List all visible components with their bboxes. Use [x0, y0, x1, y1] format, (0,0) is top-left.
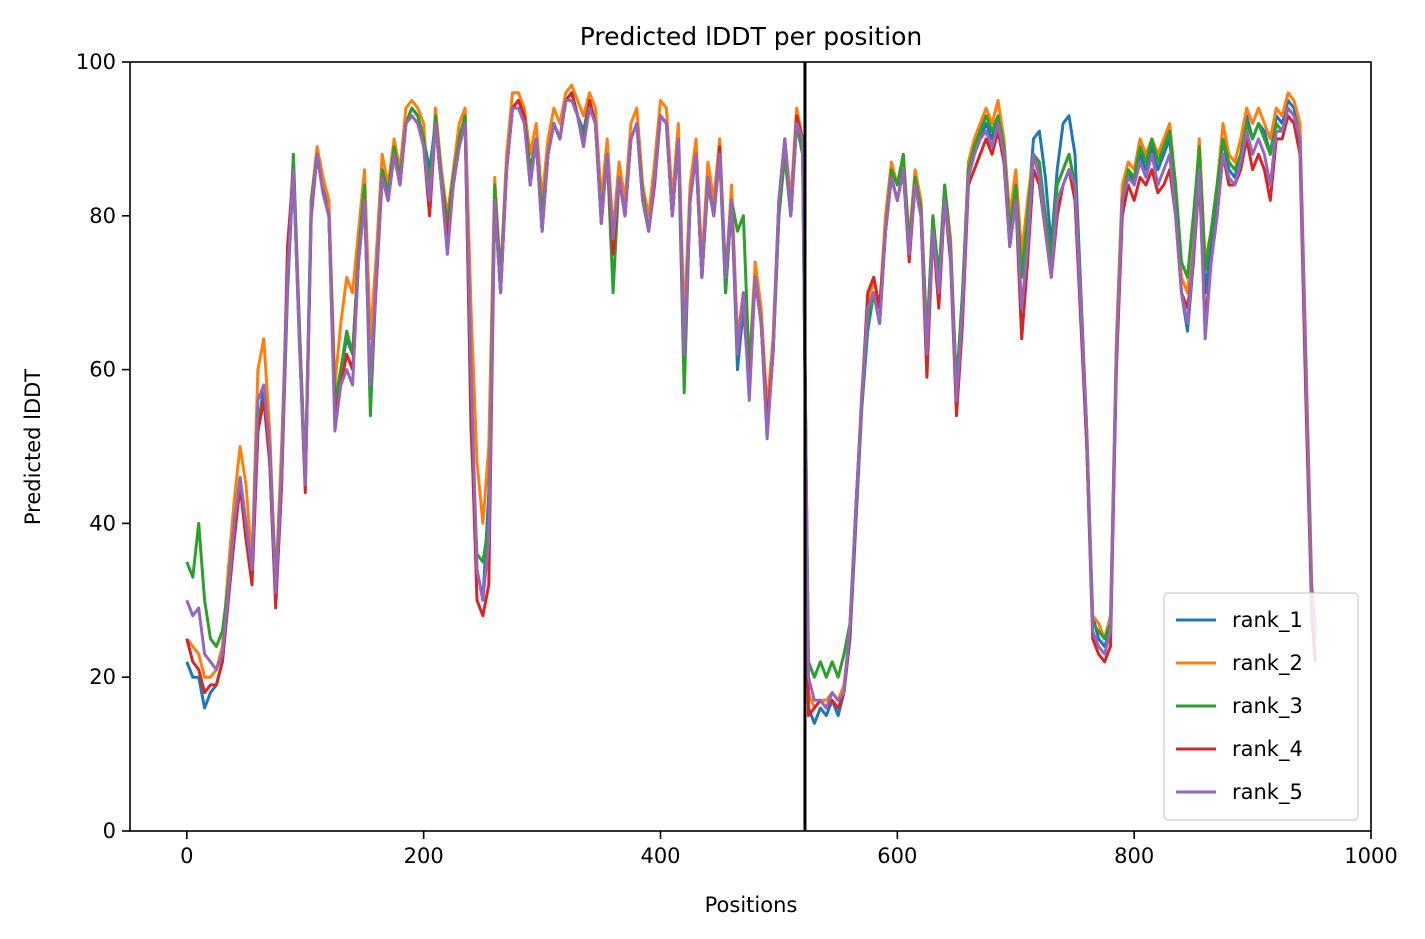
legend: rank_1 rank_2 rank_3 rank_4 rank_5	[1163, 592, 1359, 821]
x-tick-label: 0	[180, 844, 193, 868]
y-axis-title: Predicted lDDT	[21, 369, 45, 525]
x-tick-label: 800	[1114, 844, 1154, 868]
y-tick-label: 60	[89, 358, 116, 382]
y-tick-label: 40	[89, 511, 116, 535]
y-axis: 0 20 40 60 80 100	[76, 50, 130, 843]
x-tick-label: 200	[404, 844, 444, 868]
x-axis: 0 200 400 600 800 1000	[180, 831, 1398, 868]
y-tick-label: 100	[76, 50, 116, 74]
series-layer	[185, 83, 1317, 725]
legend-label-rank-3: rank_3	[1232, 694, 1303, 719]
x-tick-label: 600	[877, 844, 917, 868]
series-line-rank-5	[185, 99, 1317, 710]
legend-box	[1163, 592, 1359, 821]
legend-label-rank-2: rank_2	[1232, 651, 1303, 676]
plot-frame	[129, 61, 1372, 832]
x-tick-label: 400	[640, 844, 680, 868]
y-tick-label: 80	[89, 204, 116, 228]
legend-label-rank-4: rank_4	[1232, 737, 1303, 762]
x-tick-label: 1000	[1344, 844, 1397, 868]
chart-title: Predicted lDDT per position	[580, 22, 922, 51]
y-tick-label: 0	[103, 819, 116, 843]
legend-label-rank-5: rank_5	[1232, 780, 1303, 805]
x-axis-title: Positions	[705, 893, 798, 917]
series-line-rank-4	[185, 91, 1317, 718]
series-line-rank-1	[185, 91, 1317, 725]
y-tick-label: 20	[89, 665, 116, 689]
legend-label-rank-1: rank_1	[1232, 608, 1303, 633]
